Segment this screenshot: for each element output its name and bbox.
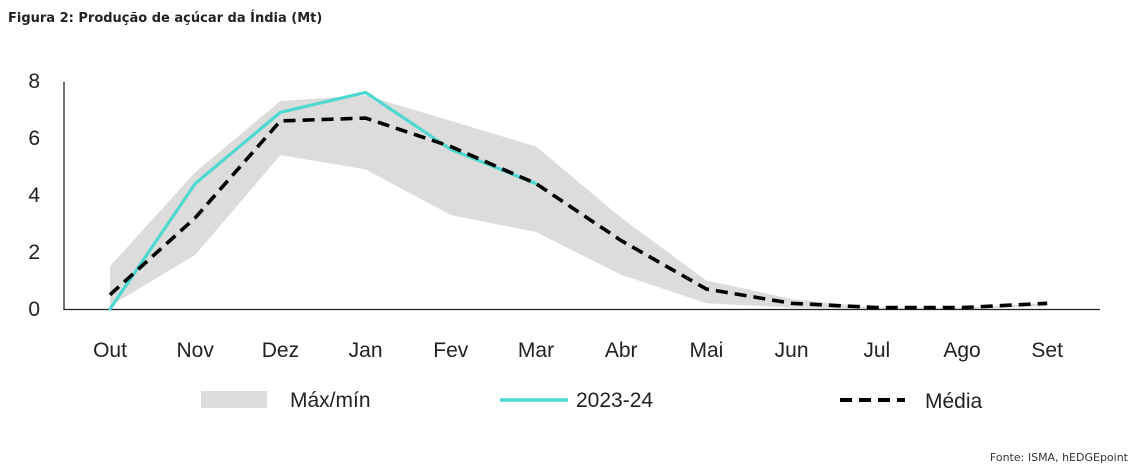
legend-band-swatch — [201, 391, 267, 408]
y-tick-label: 6 — [28, 127, 40, 150]
band-layer — [110, 95, 1048, 309]
x-tick-label: Ago — [943, 339, 980, 362]
legend: Máx/mín 2023-24 Média — [201, 389, 983, 413]
series-line-media — [108, 116, 1048, 310]
x-tick-label: Jan — [349, 339, 383, 362]
x-tick-label: Mar — [518, 339, 554, 362]
y-tick-label: 8 — [28, 70, 40, 93]
lines-layer — [108, 90, 1048, 311]
x-tick-label: Mai — [689, 339, 723, 362]
y-tick-label: 2 — [28, 241, 40, 264]
x-tick-label: Abr — [605, 339, 638, 362]
x-tick-label: Fev — [433, 339, 469, 362]
x-tick-label: Jul — [863, 339, 890, 362]
legend-band-label: Máx/mín — [290, 389, 371, 412]
legend-average-label: Média — [925, 390, 983, 413]
x-tick-label: Nov — [177, 339, 215, 362]
axes-layer — [63, 82, 1100, 311]
labels-layer: 0 2 4 6 8 Out Nov Dez Jan Fev Mar Abr Mai Jun Jul Ago Se… — [28, 70, 1063, 362]
band-max-min — [110, 95, 1048, 309]
x-tick-label: Set — [1031, 339, 1063, 362]
y-tick-label: 4 — [28, 184, 40, 207]
x-tick-label: Jun — [775, 339, 809, 362]
x-tick-label: Out — [93, 339, 127, 362]
source-note: Fonte: ISMA, hEDGEpoint — [989, 451, 1128, 464]
series-line-2023-24 — [108, 90, 538, 311]
legend-current-label: 2023-24 — [576, 389, 653, 412]
y-tick-label: 0 — [28, 298, 40, 321]
x-tick-label: Dez — [262, 339, 299, 362]
figure-title: Figura 2: Produção de açúcar da Índia (M… — [8, 11, 323, 26]
